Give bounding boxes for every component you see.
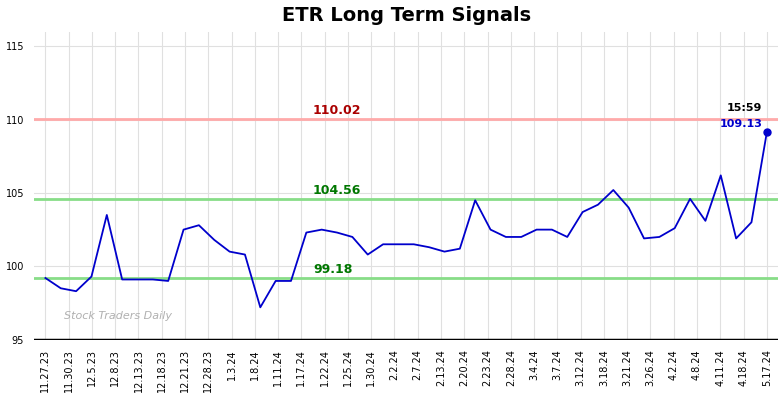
Text: 110.02: 110.02	[313, 104, 361, 117]
Text: 109.13: 109.13	[719, 119, 762, 129]
Title: ETR Long Term Signals: ETR Long Term Signals	[281, 6, 531, 25]
Text: 15:59: 15:59	[727, 103, 762, 113]
Text: 104.56: 104.56	[313, 184, 361, 197]
Text: Stock Traders Daily: Stock Traders Daily	[64, 311, 172, 321]
Text: 99.18: 99.18	[313, 263, 352, 276]
